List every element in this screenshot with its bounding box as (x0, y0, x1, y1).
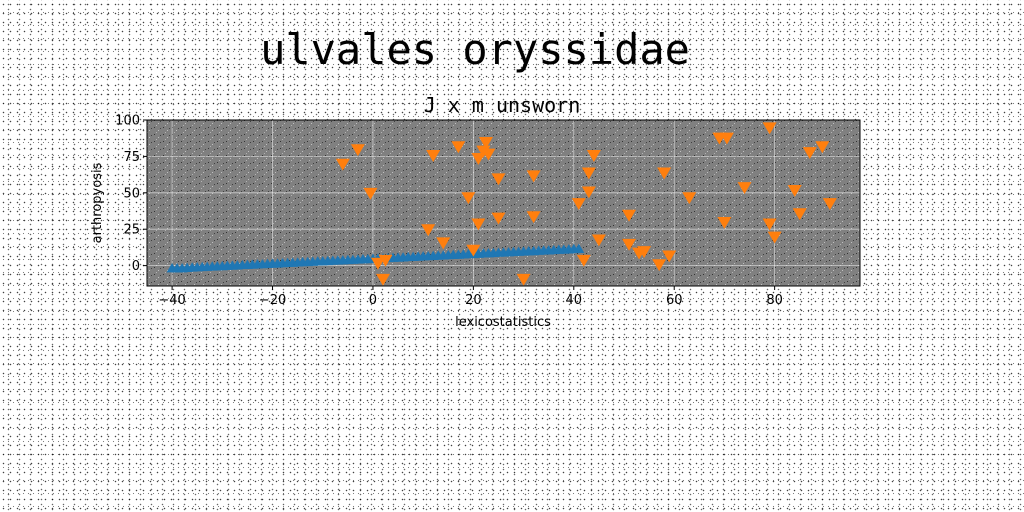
data-point (576, 254, 591, 267)
y-tick-label: 0 (132, 259, 140, 274)
data-point (478, 136, 493, 149)
data-point (571, 198, 586, 210)
data-point (378, 254, 393, 267)
data-point (717, 217, 732, 229)
data-point (526, 211, 541, 224)
data-point (516, 273, 531, 286)
data-point (581, 167, 596, 180)
data-point (370, 257, 385, 270)
data-point (421, 224, 436, 237)
x-tick-label: −20 (259, 293, 286, 308)
data-point (335, 158, 350, 171)
data-point (657, 167, 672, 180)
chart-title: J x m unsworn (424, 93, 581, 117)
data-point (652, 259, 667, 272)
data-point (762, 122, 777, 135)
data-point (762, 218, 777, 231)
data-point (350, 144, 365, 157)
y-tick-label: 25 (123, 223, 140, 238)
figure-suptitle: ulvales oryssidae (260, 25, 690, 74)
y-axis-label: arthropyosis (90, 162, 105, 243)
data-point (471, 218, 486, 231)
plot-noise-texture (147, 120, 860, 286)
x-tick-label: 60 (666, 293, 683, 308)
x-tick-label: −40 (158, 293, 185, 308)
data-point (573, 243, 585, 254)
data-point (719, 132, 734, 145)
y-tick-label: 100 (115, 114, 140, 129)
y-axis: 0 25 50 75 100 (115, 114, 147, 274)
data-point (491, 173, 506, 186)
data-point (622, 238, 637, 251)
series-layer (166, 122, 837, 286)
x-tick-label: 0 (369, 293, 377, 308)
data-point (461, 192, 476, 205)
data-point (622, 209, 637, 222)
data-point (737, 182, 752, 194)
data-point (451, 141, 466, 154)
data-point (481, 148, 496, 161)
x-tick-label: 20 (465, 293, 482, 308)
data-point (491, 212, 506, 225)
x-tick-label: 40 (566, 293, 583, 308)
data-point (436, 237, 451, 250)
data-point (466, 244, 481, 257)
data-point (682, 192, 697, 205)
plot-frame (146, 119, 861, 287)
data-point (581, 186, 596, 199)
data-point (822, 198, 837, 210)
data-point (426, 150, 441, 162)
data-point (767, 231, 782, 244)
data-point (637, 246, 652, 259)
data-point (787, 184, 802, 197)
x-axis: −40 −20 0 20 40 60 80 (158, 286, 783, 308)
data-point (591, 234, 606, 247)
series-1 (166, 243, 585, 273)
data-point (802, 147, 817, 160)
y-tick-label: 75 (123, 150, 140, 165)
data-point (586, 150, 601, 162)
data-point (375, 273, 390, 286)
series-2 (335, 122, 837, 286)
x-axis-label: lexicostatistics (455, 315, 551, 330)
data-point (526, 170, 541, 183)
data-point (471, 152, 486, 165)
plot-area (146, 119, 861, 287)
x-tick-label: 80 (766, 293, 783, 308)
data-point (815, 141, 830, 154)
data-point (792, 208, 807, 221)
data-point (363, 187, 378, 200)
data-point (662, 250, 677, 263)
y-tick-label: 50 (123, 186, 140, 201)
